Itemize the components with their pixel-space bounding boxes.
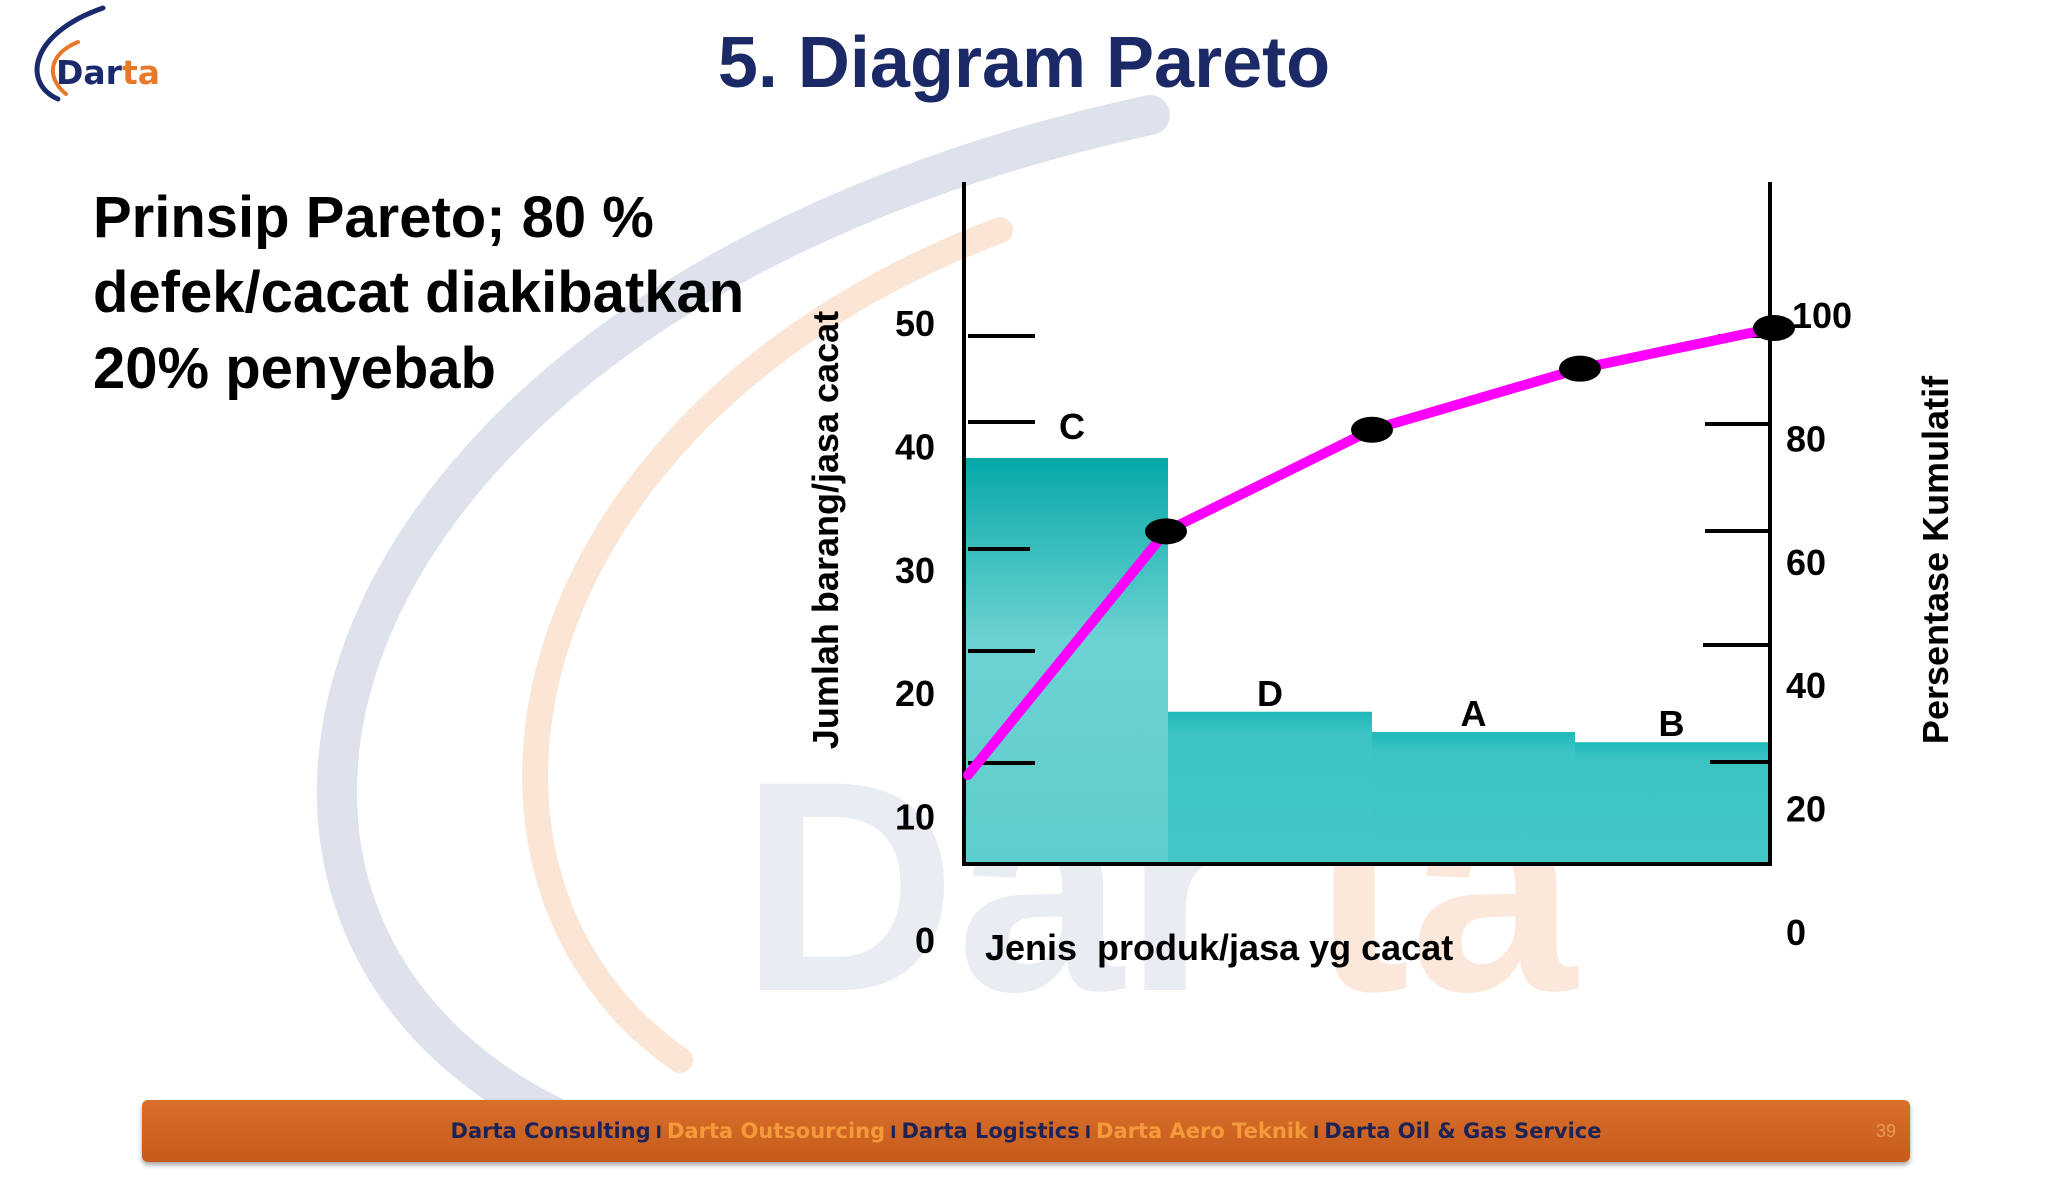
footer-link-consulting[interactable]: Darta Consulting (450, 1119, 651, 1143)
footer-bar: Darta Consulting I Darta Outsourcing I Darta… (142, 1100, 1910, 1162)
y-tick-label-right: 60 (1786, 542, 1826, 583)
y-tick-label-left: 50 (895, 303, 935, 344)
logo-wordmark: Darta (56, 53, 160, 92)
slide-title: 5. Diagram Pareto (717, 23, 1331, 103)
y-axis-label-right: Persentase Kumulatif (1915, 375, 1956, 744)
footer-link-aero-teknik[interactable]: Darta Aero Teknik (1096, 1119, 1308, 1143)
footer-separator: I (655, 1123, 662, 1143)
y-tick-label-left: 20 (895, 673, 935, 714)
footer-separator: I (1084, 1123, 1092, 1143)
y-tick-label-left: 10 (895, 797, 935, 838)
bar-label-B: B (1659, 703, 1685, 744)
cumulative-point (1559, 355, 1601, 382)
bar-A (1372, 732, 1575, 864)
page-number: 39 (1875, 1121, 1896, 1141)
pareto-principle-text: Prinsip Pareto; 80 % defek/cacat diakiba… (93, 185, 745, 401)
y-tick-label-left: 40 (895, 426, 935, 467)
y-tick-label-right: 100 (1792, 295, 1852, 336)
y-axis-label-left: Jumlah barang/jasa cacat (805, 311, 846, 749)
bar-label-D: D (1257, 673, 1283, 714)
footer-separator: I (1312, 1123, 1320, 1143)
footer-link-oil-gas[interactable]: Darta Oil & Gas Service (1324, 1119, 1602, 1143)
y-tick-label-left: 30 (895, 550, 935, 591)
footer-link-logistics[interactable]: Darta Logistics (901, 1119, 1080, 1143)
y-tick-label-right: 0 (1786, 912, 1806, 953)
x-axis-label: Jenis produk/jasa yg cacat (985, 927, 1453, 968)
bar-D (1168, 711, 1372, 864)
bar-label-C: C (1059, 406, 1085, 447)
darta-logo (18, 4, 158, 104)
y-tick-label-right: 40 (1786, 665, 1826, 706)
footer-link-outsourcing[interactable]: Darta Outsourcing (666, 1119, 886, 1143)
cumulative-point (1753, 315, 1795, 341)
y-tick-label-right: 20 (1786, 789, 1826, 830)
y-tick-label-right: 80 (1786, 418, 1826, 459)
cumulative-point (1351, 416, 1393, 443)
bar-label-A: A (1461, 693, 1487, 734)
y-tick-label-left: 0 (915, 920, 935, 961)
footer-separator: I (890, 1123, 897, 1143)
cumulative-point (1145, 518, 1187, 545)
